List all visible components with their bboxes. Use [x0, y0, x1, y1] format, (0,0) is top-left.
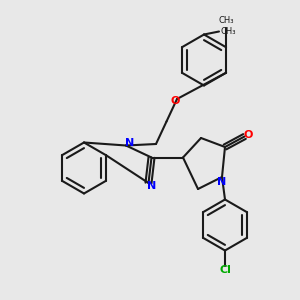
- Text: O: O: [243, 130, 253, 140]
- Text: N: N: [148, 181, 157, 191]
- Text: N: N: [125, 137, 134, 148]
- Text: CH₃: CH₃: [220, 27, 236, 36]
- Text: Cl: Cl: [219, 265, 231, 275]
- Text: O: O: [171, 95, 180, 106]
- Text: N: N: [218, 177, 226, 188]
- Text: CH₃: CH₃: [218, 16, 234, 25]
